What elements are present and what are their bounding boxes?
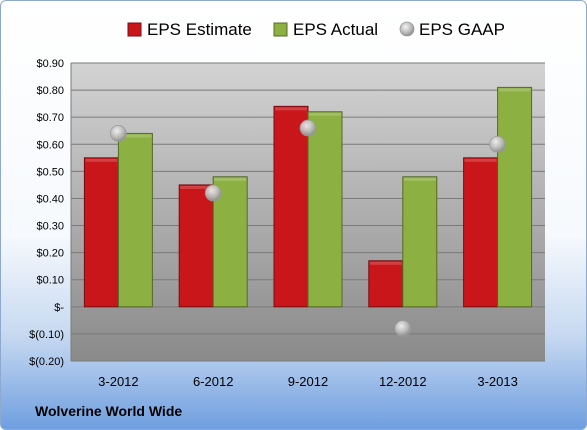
bar-highlight (180, 185, 213, 189)
x-category-label: 12-2012 (379, 374, 427, 389)
eps-gaap-marker (394, 320, 412, 337)
x-category-label: 6-2012 (193, 374, 233, 389)
y-tick-label: $0.30 (36, 221, 64, 233)
eps-estimate-legend-label: EPS Estimate (147, 20, 252, 39)
bar-highlight (119, 134, 152, 138)
eps-estimate-bar (83, 157, 119, 308)
eps-actual-bar (117, 132, 153, 308)
eps-gaap-marker (110, 125, 127, 142)
x-category-label: 3-2012 (98, 374, 138, 389)
bar-highlight (214, 177, 247, 181)
company-name: Wolverine World Wide (35, 403, 183, 419)
eps-actual-bar (307, 111, 343, 308)
y-tick-label: $0.10 (36, 275, 64, 287)
eps-actual-legend-label: EPS Actual (293, 20, 378, 39)
y-tick-label: $- (54, 302, 64, 314)
eps-actual-bar (402, 176, 438, 308)
bar-highlight (85, 158, 118, 162)
x-category-label: 3-2013 (477, 374, 517, 389)
y-tick-label: $0.40 (36, 193, 64, 205)
bar-highlight (464, 158, 497, 162)
bar-highlight (403, 177, 436, 181)
eps-actual-legend-swatch (273, 22, 288, 37)
eps-gaap-marker (489, 135, 507, 153)
eps-gaap-legend-swatch (399, 21, 415, 37)
eps-actual-bar (497, 86, 533, 308)
bar-highlight (369, 261, 402, 265)
bar-highlight (498, 88, 531, 92)
y-tick-label: $0.80 (36, 85, 64, 97)
eps-estimate-legend-swatch (127, 22, 142, 37)
y-tick-label: $0.50 (36, 166, 64, 178)
y-tick-label: $0.20 (36, 248, 64, 260)
eps-estimate-bar (273, 105, 309, 308)
y-tick-label: $(0.20) (29, 356, 64, 368)
eps-estimate-bar (463, 157, 499, 308)
bar-highlight (309, 112, 341, 116)
y-tick-label: $(0.10) (29, 329, 64, 341)
bar-highlight (275, 107, 307, 111)
y-tick-label: $0.70 (36, 112, 64, 124)
x-category-label: 9-2012 (288, 374, 328, 389)
eps-gaap-marker (299, 119, 317, 137)
eps-gaap-legend-label: EPS GAAP (419, 20, 505, 39)
eps-estimate-bar (178, 184, 214, 308)
eps-estimate-bar (368, 260, 404, 308)
eps-gaap-marker (204, 184, 222, 202)
y-tick-label: $0.90 (36, 58, 64, 70)
y-tick-label: $0.60 (36, 139, 64, 151)
